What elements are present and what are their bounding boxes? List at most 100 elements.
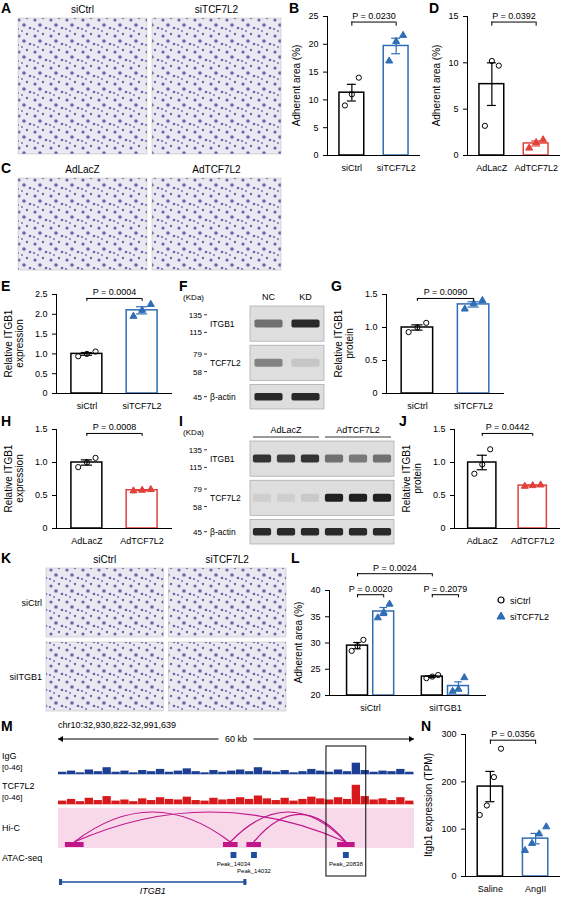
svg-text:0.5: 0.5 <box>365 355 378 365</box>
svg-text:P = 0.0392: P = 0.0392 <box>492 11 536 21</box>
svg-text:Adherent area (%): Adherent area (%) <box>293 602 304 684</box>
svg-text:79: 79 <box>193 350 202 359</box>
svg-text:25: 25 <box>308 11 318 21</box>
svg-text:0: 0 <box>42 388 47 398</box>
svg-text:ITGB1: ITGB1 <box>210 454 235 464</box>
svg-text:2.5: 2.5 <box>35 289 48 299</box>
svg-text:79: 79 <box>193 485 202 494</box>
svg-text:1.5: 1.5 <box>35 329 48 339</box>
svg-text:1.0: 1.0 <box>433 457 446 467</box>
svg-text:58: 58 <box>193 368 202 377</box>
svg-text:200: 200 <box>441 777 456 787</box>
svg-text:chr10:32,930,822-32,991,639: chr10:32,930,822-32,991,639 <box>58 720 176 730</box>
svg-text:P = 0.0008: P = 0.0008 <box>93 422 137 432</box>
svg-text:0: 0 <box>451 871 456 881</box>
svg-text:115: 115 <box>189 328 202 337</box>
svg-text:60 kb: 60 kb <box>225 734 247 744</box>
svg-text:135: 135 <box>189 311 203 320</box>
svg-text:Adherent area (%): Adherent area (%) <box>431 45 442 127</box>
svg-text:1.5: 1.5 <box>433 424 446 434</box>
svg-text:P = 0.0024: P = 0.0024 <box>373 563 417 573</box>
svg-text:IgG: IgG <box>2 751 17 761</box>
svg-text:siCtrl: siCtrl <box>71 4 94 15</box>
svg-text:AdLacZ: AdLacZ <box>65 164 99 175</box>
svg-text:TCF7L2: TCF7L2 <box>210 358 241 368</box>
svg-text:0: 0 <box>42 523 47 533</box>
svg-text:P = 0.0230: P = 0.0230 <box>352 11 396 21</box>
svg-text:siITGB1: siITGB1 <box>9 672 42 682</box>
svg-text:KD: KD <box>299 292 312 302</box>
svg-text:15: 15 <box>308 67 318 77</box>
svg-text:siCtrl: siCtrl <box>360 703 381 713</box>
svg-text:siCtrl: siCtrl <box>93 554 116 565</box>
svg-text:AdTCF7L2: AdTCF7L2 <box>120 536 164 546</box>
svg-text:P = 0.0442: P = 0.0442 <box>486 422 530 432</box>
svg-text:1.0: 1.0 <box>35 457 48 467</box>
svg-text:20: 20 <box>310 690 320 700</box>
svg-text:P = 0.0004: P = 0.0004 <box>93 287 137 297</box>
svg-text:P = 0.2079: P = 0.2079 <box>424 584 468 594</box>
svg-text:AdLacZ: AdLacZ <box>71 536 103 546</box>
svg-text:Relative ITGB1expression: Relative ITGB1expression <box>3 444 25 512</box>
svg-text:(KDa): (KDa) <box>183 428 204 437</box>
svg-text:siCtrl: siCtrl <box>77 401 98 411</box>
svg-text:siCtrl: siCtrl <box>510 596 531 606</box>
svg-text:2.0: 2.0 <box>35 309 48 319</box>
svg-text:AdLacZ: AdLacZ <box>467 536 499 546</box>
svg-text:siTCF7L2: siTCF7L2 <box>123 401 162 411</box>
svg-text:siTCF7L2: siTCF7L2 <box>377 163 416 173</box>
svg-text:P = 0.0020: P = 0.0020 <box>349 584 393 594</box>
svg-text:AngII: AngII <box>525 884 546 894</box>
svg-text:β-actin: β-actin <box>210 392 236 402</box>
svg-text:1.0: 1.0 <box>365 322 378 332</box>
svg-text:siCtrl: siCtrl <box>22 598 43 608</box>
svg-text:siCtrl: siCtrl <box>342 163 363 173</box>
svg-text:0: 0 <box>453 150 458 160</box>
svg-text:58: 58 <box>193 503 202 512</box>
svg-text:AdLacZ: AdLacZ <box>476 163 508 173</box>
svg-text:siTCF7L2: siTCF7L2 <box>510 612 549 622</box>
svg-text:Relative ITGB1protein: Relative ITGB1protein <box>333 309 355 377</box>
svg-text:(KDa): (KDa) <box>183 293 204 302</box>
svg-text:Adherent area (%): Adherent area (%) <box>291 45 302 127</box>
svg-text:300: 300 <box>441 729 456 739</box>
svg-text:Itgb1 expression (TPM): Itgb1 expression (TPM) <box>423 753 434 857</box>
svg-text:ITGB1: ITGB1 <box>210 319 235 329</box>
svg-text:0.5: 0.5 <box>35 369 48 379</box>
svg-text:1.0: 1.0 <box>35 349 48 359</box>
svg-text:siTCF7L2: siTCF7L2 <box>195 4 239 15</box>
svg-text:100: 100 <box>441 824 456 834</box>
svg-text:115: 115 <box>189 463 202 472</box>
svg-text:ATAC-seq: ATAC-seq <box>2 853 42 863</box>
svg-text:0.5: 0.5 <box>433 490 446 500</box>
svg-text:10: 10 <box>308 95 318 105</box>
svg-text:0.5: 0.5 <box>35 490 48 500</box>
svg-text:1.5: 1.5 <box>35 424 48 434</box>
svg-text:AdLacZ: AdLacZ <box>270 425 302 435</box>
svg-text:AdTCF7L2: AdTCF7L2 <box>514 163 558 173</box>
svg-text:[0-46]: [0-46] <box>2 793 22 802</box>
svg-text:15: 15 <box>448 11 458 21</box>
svg-text:AdTCF7L2: AdTCF7L2 <box>336 425 380 435</box>
svg-text:[0-46]: [0-46] <box>2 763 22 772</box>
svg-text:45: 45 <box>193 393 202 402</box>
svg-text:Saline: Saline <box>478 884 503 894</box>
svg-text:siTCF7L2: siTCF7L2 <box>206 554 250 565</box>
svg-text:Hi-C: Hi-C <box>2 823 20 833</box>
svg-text:10: 10 <box>448 58 458 68</box>
svg-text:0: 0 <box>313 150 318 160</box>
svg-text:0: 0 <box>372 388 377 398</box>
svg-text:AdTCF7L2: AdTCF7L2 <box>511 536 555 546</box>
svg-text:5: 5 <box>453 104 458 114</box>
svg-text:45: 45 <box>193 528 202 537</box>
svg-text:Relative ITGB1protein: Relative ITGB1protein <box>401 444 423 512</box>
svg-text:135: 135 <box>189 446 203 455</box>
svg-text:siITGB1: siITGB1 <box>429 703 462 713</box>
svg-text:20: 20 <box>308 39 318 49</box>
svg-text:25: 25 <box>310 664 320 674</box>
svg-text:β-actin: β-actin <box>210 527 236 537</box>
svg-text:NC: NC <box>262 292 275 302</box>
svg-text:siCtrl: siCtrl <box>407 401 428 411</box>
svg-text:Peak_20838: Peak_20838 <box>329 861 363 867</box>
svg-text:Peak_14032: Peak_14032 <box>237 868 271 874</box>
